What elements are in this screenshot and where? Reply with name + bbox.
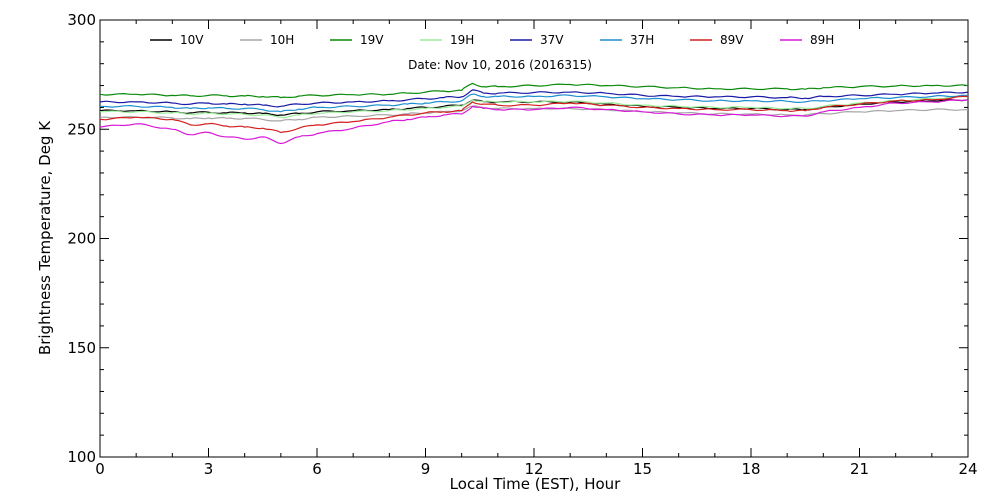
- axis-ticks: [99, 19, 969, 458]
- legend: 10V 10H 19V 19H 37V 37H 89V 89H: [150, 33, 834, 47]
- legend-label-19v: 19V: [360, 33, 384, 47]
- legend-label-10v: 10V: [180, 33, 204, 47]
- series-line-37v: [99, 89, 969, 108]
- legend-label-89h: 89H: [810, 33, 834, 47]
- x-tick-label: 18: [741, 460, 760, 478]
- y-tick-label: 200: [67, 230, 96, 248]
- legend-label-89v: 89V: [720, 33, 744, 47]
- x-tick-label: 21: [850, 460, 869, 478]
- axis-tick-labels: 0 3 6 9 12 15 18 21 24 100 150 200 250 300: [67, 11, 977, 478]
- x-tick-label: 15: [633, 460, 652, 478]
- y-tick-label: 300: [67, 11, 96, 29]
- series-line-37h: [99, 93, 968, 113]
- x-tick-label: 0: [95, 460, 105, 478]
- y-tick-label: 100: [67, 448, 96, 466]
- x-axis-title: Local Time (EST), Hour: [450, 475, 621, 493]
- legend-label-19h: 19H: [450, 33, 474, 47]
- series-lines: [99, 82, 969, 145]
- x-tick-label: 3: [204, 460, 214, 478]
- x-tick-label: 9: [421, 460, 431, 478]
- x-tick-label: 24: [958, 460, 977, 478]
- series-line-19v: [99, 82, 969, 99]
- legend-label-10h: 10H: [270, 33, 294, 47]
- x-tick-label: 12: [524, 460, 543, 478]
- series-line-89v: [99, 95, 969, 134]
- series-line-19h: [99, 95, 969, 119]
- y-axis-title: Brightness Temperature, Deg K: [36, 120, 54, 355]
- series-line-89h: [99, 99, 969, 145]
- series-line-10h: [99, 105, 969, 122]
- chart-title: Date: Nov 10, 2016 (2016315): [408, 58, 592, 72]
- y-tick-label: 250: [67, 120, 96, 138]
- legend-label-37h: 37H: [630, 33, 654, 47]
- y-tick-label: 150: [67, 339, 96, 357]
- x-tick-label: 6: [312, 460, 322, 478]
- legend-label-37v: 37V: [540, 33, 564, 47]
